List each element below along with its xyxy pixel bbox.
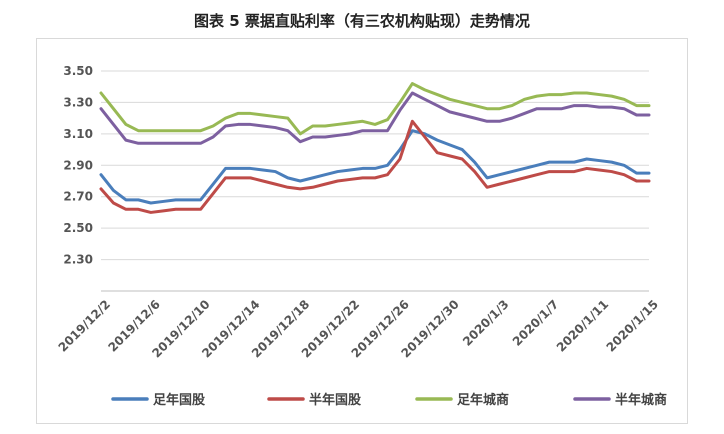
series-line-4 [99,91,651,145]
legend-label: 足年城商 [457,392,509,408]
y-axis: 2.30 2.50 2.70 2.90 3.10 3.30 3.50 [63,64,93,267]
gridlines [101,70,649,261]
y-tick-label: 2.30 [63,253,93,267]
legend: 足年国股 半年国股 足年城商 半年城商 [111,392,667,408]
series-line-2 [99,119,651,214]
series-line-3 [99,82,651,136]
x-tick-label: 2020/1/15 [604,297,661,354]
chart-title: 图表 5 票据直贴利率（有三农机构贴现）走势情况 [194,12,530,30]
series-lines [99,82,651,214]
legend-label: 足年国股 [153,392,205,408]
y-tick-label: 3.50 [63,64,93,78]
chart-frame: 2.30 2.50 2.70 2.90 3.10 3.30 3.50 2019/12/2 20… [36,38,688,424]
x-axis: 2019/12/22019/12/62019/12/102019/12/1420… [56,290,661,360]
x-tick-label: 2020/1/3 [460,297,512,349]
y-tick-label: 3.10 [63,127,93,141]
x-tick-label: 2020/1/7 [510,297,562,349]
line-chart: 2.302.502.702.903.103.303.50 2019/12/220… [56,64,667,408]
y-tick-label: 2.90 [63,158,93,172]
series-line-1 [99,129,651,205]
y-tick-label: 3.30 [63,95,93,109]
legend-label: 半年城商 [615,392,667,408]
y-tick-label: 2.50 [63,221,93,235]
legend-label: 半年国股 [309,392,361,408]
x-tick-label: 2019/12/2 [56,297,113,354]
x-tick-label: 2020/1/11 [554,297,611,354]
y-tick-label: 2.70 [63,190,93,204]
